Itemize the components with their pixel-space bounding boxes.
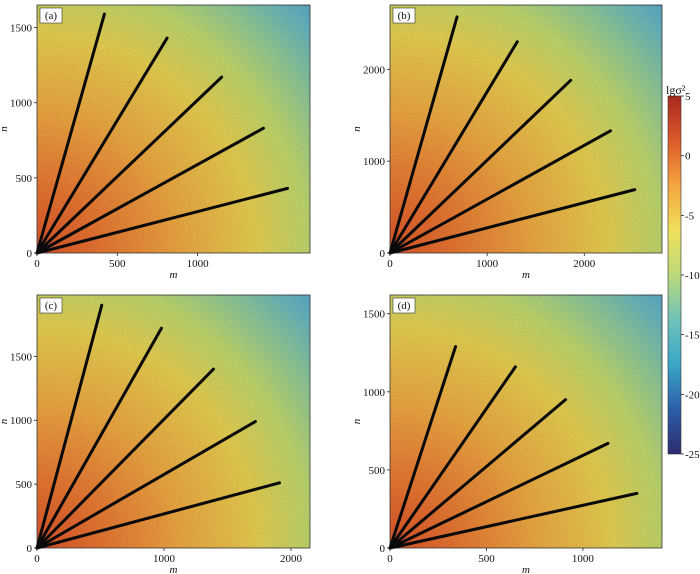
svg-text:(d): (d) [398,300,411,312]
y-axis-label-d: n [351,418,363,424]
y-axis-label-c: n [0,418,10,424]
y-axis-label-a: n [0,126,10,132]
x-tick-label: 0 [387,553,393,565]
panel-d: 0 500 1000 0 500 1000 1500 m n (d) [351,294,663,574]
colorbar-tick-label: 0 [685,151,691,163]
colorbar-tick-label: 5 [685,91,691,103]
y-tick-label: 1000 [363,156,386,168]
colorbar-tick-label: -10 [685,270,700,282]
y-tick-label: 2000 [363,64,386,76]
x-tick-label: 500 [109,258,126,270]
y-tick-label: 500 [369,465,386,477]
x-tick-label: 2000 [573,258,596,270]
lines-b [388,15,637,255]
series-line-1 [35,12,106,255]
y-tick-label: 1500 [363,309,386,321]
y-tick-label: 0 [380,543,386,555]
heatmap-d [389,294,663,549]
series-line-2 [388,40,519,255]
colorbar-gradient [667,95,682,455]
series-line-5 [388,188,637,255]
y-axis-ticks-b: 0 1000 2000 [363,64,390,260]
series-line-1 [35,303,104,550]
x-axis-ticks-c: 0 1000 2000 [34,548,302,565]
colorbar-tick-label: -25 [685,449,700,461]
series-line-2 [35,36,169,255]
x-tick-label: 2000 [280,553,303,565]
colorbar-title: lgσ² [666,83,686,97]
series-line-3 [388,78,573,255]
x-tick-label: 1000 [153,553,176,565]
y-tick-label: 1000 [363,387,386,399]
y-axis-ticks-a: 0 500 1000 1500 [10,23,37,260]
x-tick-label: 1000 [476,258,499,270]
lines-d [388,345,639,550]
panel-b: 0 1000 2000 0 1000 2000 m n (b) [351,4,663,281]
panel-a: 0 500 1000 0 500 1000 1500 m n (a) [0,4,311,281]
panel-label-a: (a) [39,7,63,24]
panel-label-c: (c) [39,297,63,314]
x-axis-label-a: m [170,269,178,281]
x-axis-label-b: m [522,269,530,281]
series-line-3 [35,75,224,255]
series-line-4 [388,129,613,255]
svg-text:(c): (c) [45,300,58,312]
y-tick-label: 500 [16,479,33,491]
y-tick-label: 1000 [10,415,33,427]
plot-frame [389,294,663,549]
series-line-5 [388,491,639,550]
y-axis-label-b: n [351,126,363,132]
plot-frame [389,4,663,254]
colorbar-tick-label: -20 [685,389,700,401]
lines-c [35,303,282,550]
colorbar-tick-label: -15 [685,330,700,342]
x-axis-label-c: m [170,564,178,574]
x-tick-label: 1000 [187,258,210,270]
panel-label-d: (d) [392,297,416,314]
x-tick-label: 1000 [572,553,595,565]
svg-text:(a): (a) [45,10,58,22]
colorbar-tick-label: -5 [685,210,695,222]
colorbar: 5 0 -5 -10 -15 -20 -25 lgσ² [666,83,700,461]
series-line-4 [388,441,610,550]
y-axis-ticks-c: 0 500 1000 1500 [10,351,37,555]
y-tick-label: 1000 [10,98,33,110]
panel-label-b: (b) [392,7,416,24]
y-tick-label: 0 [380,248,386,260]
x-axis-label-d: m [522,564,530,574]
series-line-2 [35,326,163,550]
series-line-3 [35,367,215,550]
y-tick-label: 500 [16,173,33,185]
lines-a [35,12,290,255]
series-line-3 [388,398,568,550]
y-axis-ticks-d: 0 500 1000 1500 [363,309,390,555]
series-line-4 [35,126,265,255]
y-tick-label: 0 [27,248,33,260]
x-tick-label: 0 [387,258,393,270]
panel-c: 0 1000 2000 0 500 1000 1500 m n (c) [0,294,311,574]
series-line-4 [35,420,257,550]
colorbar-ticks: 5 0 -5 -10 -15 -20 -25 [681,91,700,461]
series-line-1 [388,345,458,550]
x-axis-ticks-b: 0 1000 2000 [387,253,596,270]
y-tick-label: 1500 [10,351,33,363]
heatmap-c [36,294,311,549]
y-tick-label: 0 [27,543,33,555]
series-line-5 [35,481,282,550]
series-line-1 [388,15,459,255]
plot-frame [36,294,311,549]
heatmap-noise [390,295,662,548]
heatmap-noise [37,295,310,548]
x-tick-label: 0 [34,553,40,565]
svg-text:(b): (b) [398,10,411,22]
y-tick-label: 1500 [10,23,33,35]
x-axis-ticks-a: 0 500 1000 [34,253,209,270]
x-tick-label: 0 [34,258,40,270]
plot-frame [36,4,311,254]
series-line-2 [388,365,517,550]
series-line-5 [35,186,290,255]
x-axis-ticks-d: 0 500 1000 [387,548,594,565]
x-tick-label: 500 [478,553,495,565]
